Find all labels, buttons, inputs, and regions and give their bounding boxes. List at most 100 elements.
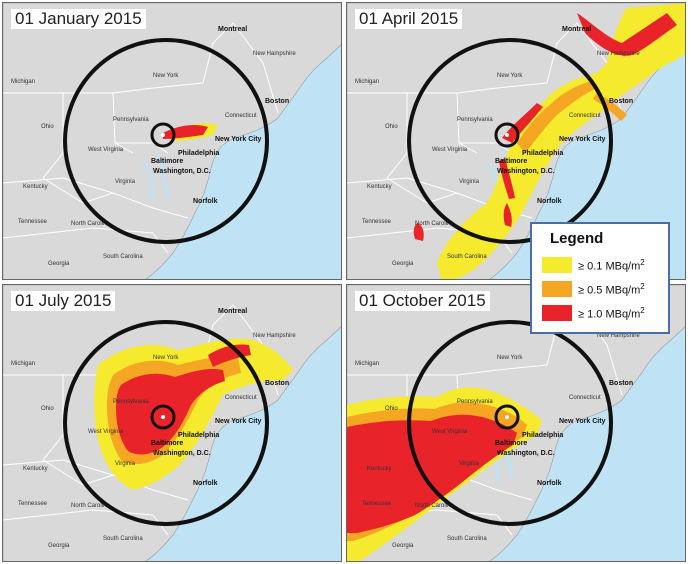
state-border: [42, 177, 114, 204]
inner-radius-ring: [150, 122, 176, 148]
place-label: Tennessee: [362, 219, 392, 225]
place-label: South Carolina: [103, 536, 143, 542]
place-label: New Hampshire: [253, 51, 296, 57]
place-label: West Virginia: [88, 429, 124, 435]
place-label: Ohio: [385, 406, 398, 412]
place-label: Connecticut: [569, 395, 601, 401]
place-label: Connecticut: [225, 395, 257, 401]
place-label: Georgia: [392, 261, 414, 267]
inner-radius-ring: [150, 404, 176, 430]
place-label: North Carolina: [415, 503, 454, 509]
state-border: [3, 227, 154, 239]
outer-radius-ring: [63, 320, 269, 526]
map-legend: Legend ≥ 0.1 MBq/m2 ≥ 0.5 MBq/m2 ≥ 1.0 M…: [530, 222, 670, 334]
place-label: New York: [497, 73, 523, 79]
plume-red-e: [447, 423, 499, 445]
legend-swatch-mid: [542, 281, 572, 297]
place-label: Virginia: [115, 179, 136, 185]
place-label: North Carolina: [415, 221, 454, 227]
place-label: Kentucky: [23, 184, 48, 190]
plume-red-1: [502, 103, 543, 143]
place-label: Michigan: [11, 361, 35, 367]
panel-date: 01 April 2015: [355, 9, 463, 29]
place-label: Norfolk: [193, 198, 218, 205]
place-label: Norfolk: [193, 480, 218, 487]
place-label: Norfolk: [537, 480, 562, 487]
place-label: Montreal: [562, 26, 591, 33]
place-label: West Virginia: [432, 147, 468, 153]
place-label: Baltimore: [495, 158, 527, 165]
place-label: Virginia: [459, 179, 480, 185]
map-panel-july: New York City Philadelphia Baltimore Washin…: [2, 284, 342, 562]
place-label: Virginia: [459, 461, 480, 467]
place-label: Tennessee: [18, 219, 48, 225]
place-label: Connecticut: [225, 113, 257, 119]
place-label: Baltimore: [151, 158, 183, 165]
place-label: Ohio: [41, 124, 54, 130]
place-label: Kentucky: [367, 466, 392, 472]
place-label: Philadelphia: [178, 432, 219, 439]
map-panel-january: New York City Philadelphia Baltimore Washin…: [2, 2, 342, 280]
panel-date: 01 July 2015: [11, 291, 116, 311]
place-label: New York: [153, 73, 179, 79]
place-label: Boston: [265, 98, 289, 105]
place-label: Washington, D.C.: [153, 450, 211, 457]
place-label: New York City: [215, 136, 262, 143]
place-label: Montreal: [218, 26, 247, 33]
place-label: Boston: [265, 380, 289, 387]
plume-yellow: [437, 3, 685, 279]
state-border: [386, 177, 458, 204]
place-label: New York: [153, 355, 179, 361]
place-label: New York City: [559, 418, 606, 425]
place-label: Baltimore: [151, 440, 183, 447]
place-label: West Virginia: [432, 429, 468, 435]
place-label: Pennsylvania: [113, 399, 149, 405]
panel-date: 01 October 2015: [355, 291, 490, 311]
outer-radius-ring: [407, 320, 613, 526]
place-label: North Carolina: [71, 503, 110, 509]
state-border: [386, 93, 408, 179]
place-label: Pennsylvania: [457, 399, 493, 405]
place-label: Washington, D.C.: [497, 450, 555, 457]
plume-red-5: [577, 13, 677, 56]
place-label: Tennessee: [18, 501, 48, 507]
place-label: Michigan: [11, 79, 35, 85]
place-label: Washington, D.C.: [497, 168, 555, 175]
place-label: West Virginia: [88, 147, 124, 153]
place-label: Philadelphia: [522, 432, 563, 439]
place-label: Georgia: [392, 543, 414, 549]
state-border: [347, 364, 548, 376]
place-label: New York City: [559, 136, 606, 143]
place-label: Michigan: [355, 79, 379, 85]
state-border: [202, 22, 234, 84]
plume-red-4: [413, 223, 424, 241]
legend-swatch-high: [542, 305, 572, 321]
legend-item-low: ≥ 0.1 MBq/m2: [542, 256, 645, 274]
place-label: New Hampshire: [597, 333, 640, 339]
place-label: New Hampshire: [597, 51, 640, 57]
place-label: Ohio: [385, 124, 398, 130]
place-label: Montreal: [218, 308, 247, 315]
place-label: Philadelphia: [522, 150, 563, 157]
legend-label-low: ≥ 0.1 MBq/m2: [578, 257, 645, 273]
place-label: Philadelphia: [178, 150, 219, 157]
place-label: Georgia: [48, 261, 70, 267]
panel-date: 01 January 2015: [11, 9, 146, 29]
plume-red-ne: [208, 344, 251, 367]
place-label: Tennessee: [362, 501, 392, 507]
state-border: [3, 82, 204, 94]
place-label: Michigan: [355, 361, 379, 367]
state-border: [546, 22, 578, 84]
place-label: Pennsylvania: [457, 117, 493, 123]
bay-water: [156, 152, 170, 199]
state-border: [42, 375, 64, 461]
release-point: [505, 415, 509, 419]
place-label: South Carolina: [447, 254, 487, 260]
place-label: South Carolina: [447, 536, 487, 542]
state-border: [42, 93, 64, 179]
outer-radius-ring: [407, 38, 613, 244]
place-label: New York: [497, 355, 523, 361]
